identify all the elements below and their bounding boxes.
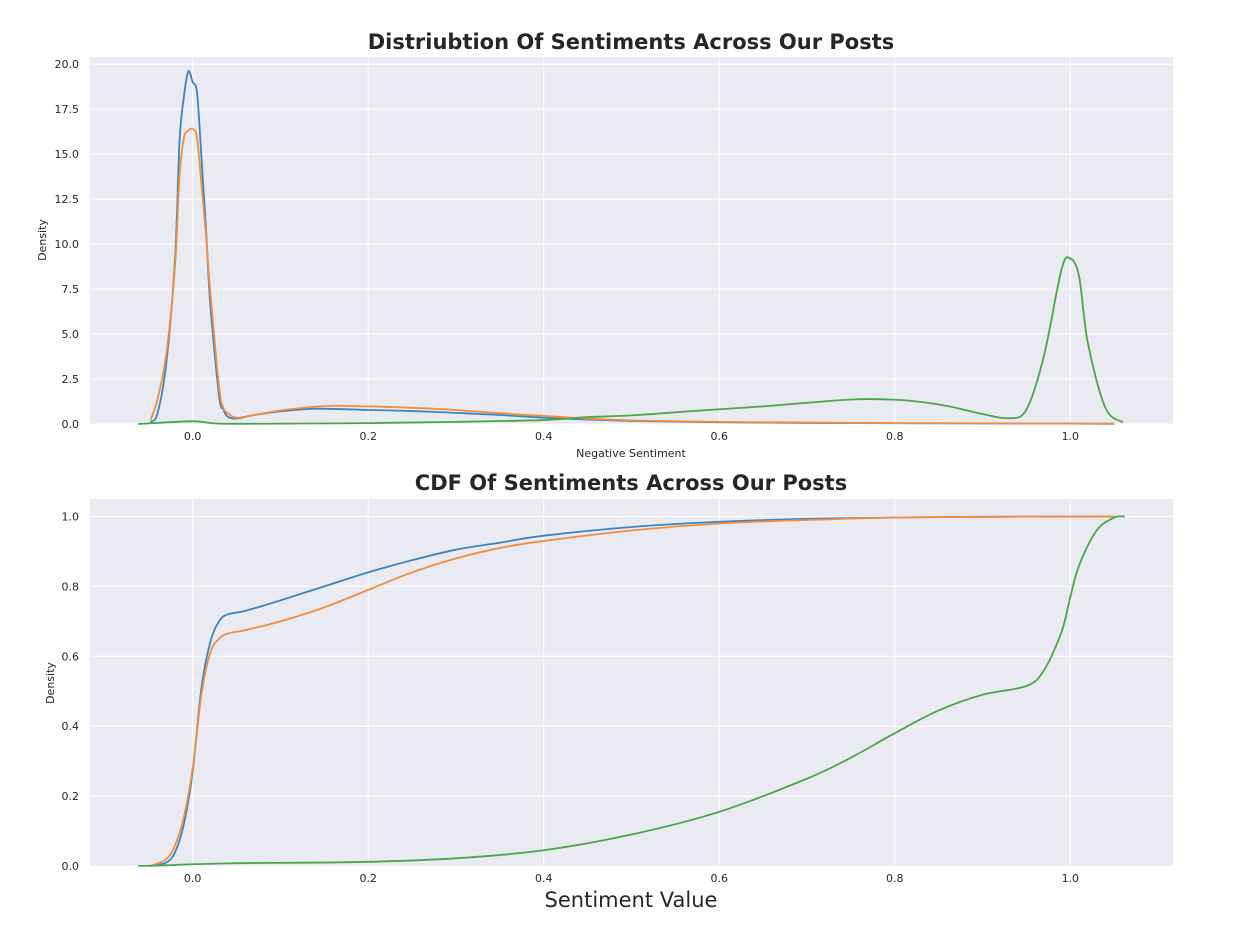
cdf-plot-area [90,499,1173,866]
density-xtick-label: 0.6 [711,430,729,443]
density-series-line-2 [138,256,1124,425]
cdf-xtick-label: 1.0 [1062,872,1080,885]
density-ytick-label: 5.0 [62,328,80,341]
cdf-title: CDF Of Sentiments Across Our Posts [415,471,847,495]
cdf-xtick-label: 0.6 [711,872,729,885]
density-lines [138,70,1124,425]
density-xtick-label: 1.0 [1062,430,1080,443]
cdf-ytick-label: 0.4 [62,720,80,733]
density-ylabel: Density [36,219,49,261]
density-panel: 0.0 0.2 0.4 0.6 0.8 1.0 0.0 2.5 5.0 7.5 10.0 12.5 15… [36,30,1173,460]
density-plot-area [90,57,1173,424]
density-series-line-1 [149,127,1115,425]
cdf-xtick-label: 0.4 [535,872,553,885]
cdf-ytick-label: 0.0 [62,860,80,873]
density-ytick-label: 15.0 [55,148,80,161]
density-xtick-label: 0.2 [359,430,377,443]
density-xtick-label: 0.8 [886,430,904,443]
cdf-ytick-label: 1.0 [62,510,80,523]
density-ytick-label: 10.0 [55,238,80,251]
cdf-grid [90,499,1173,867]
cdf-ytick-label: 0.6 [62,650,80,663]
density-ticks: 0.0 0.2 0.4 0.6 0.8 1.0 0.0 2.5 5.0 7.5 10.0 12.5 15… [55,58,1080,443]
cdf-xlabel: Sentiment Value [545,888,718,912]
density-ytick-label: 12.5 [55,193,80,206]
cdf-ytick-label: 0.8 [62,580,80,593]
cdf-lines [138,515,1125,867]
density-xtick-label: 0.4 [535,430,553,443]
cdf-series-line-1 [150,515,1115,867]
cdf-ylabel: Density [44,662,57,704]
cdf-xtick-label: 0.8 [886,872,904,885]
density-ytick-label: 0.0 [62,418,80,431]
cdf-panel: 0.0 0.2 0.4 0.6 0.8 1.0 0.0 0.2 0.4 0.6 0.8 1.0 CDF… [44,471,1173,912]
cdf-ytick-label: 0.2 [62,790,80,803]
cdf-xtick-label: 0.2 [359,872,377,885]
cdf-series-line-2 [138,515,1125,867]
cdf-ticks: 0.0 0.2 0.4 0.6 0.8 1.0 0.0 0.2 0.4 0.6 0.8 1.0 [62,510,1080,885]
density-xtick-label: 0.0 [184,430,202,443]
density-ytick-label: 20.0 [55,58,80,71]
density-ytick-label: 7.5 [62,283,80,296]
density-title: Distriubtion Of Sentiments Across Our Po… [368,30,895,54]
density-xlabel: Negative Sentiment [576,447,686,460]
density-ytick-label: 2.5 [62,373,80,386]
density-ytick-label: 17.5 [55,103,80,116]
density-grid [90,57,1173,425]
cdf-xtick-label: 0.0 [184,872,202,885]
